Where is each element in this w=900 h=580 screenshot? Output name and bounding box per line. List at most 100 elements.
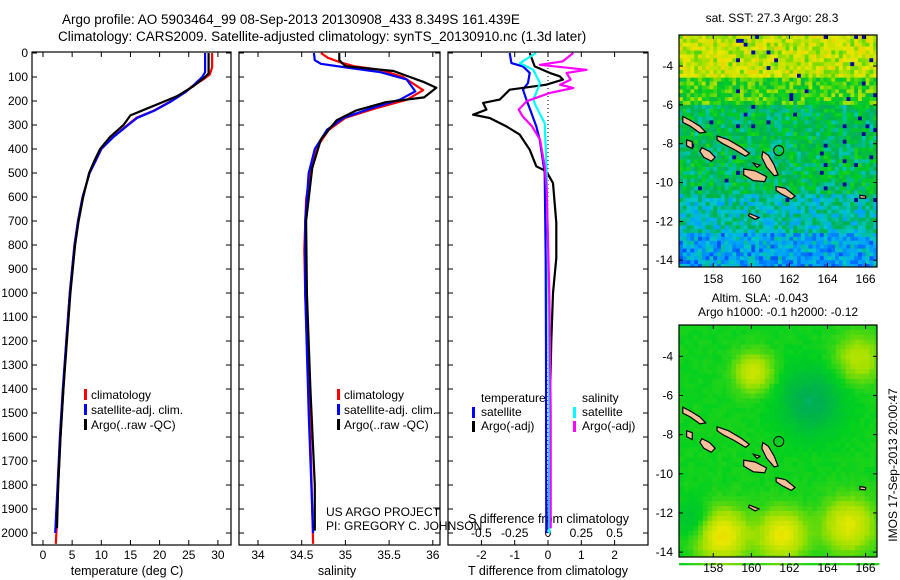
map-cell: [690, 202, 695, 207]
map-cell: [781, 256, 787, 261]
map-cell: [745, 378, 751, 385]
map-cell: [709, 190, 714, 195]
map-cell: [846, 42, 851, 48]
map-cell: [812, 190, 817, 195]
map-cell: [817, 364, 823, 370]
map-cell: [793, 229, 798, 234]
map-cell: [686, 194, 691, 199]
map-cell: [736, 62, 741, 67]
map-cell: [807, 442, 813, 448]
map-cell: [701, 248, 707, 253]
map-cell: [827, 38, 832, 44]
map-cell: [797, 112, 802, 118]
map-cell: [800, 97, 806, 102]
map-cell: [745, 466, 751, 473]
map-cell: [774, 354, 780, 360]
map-cell: [739, 252, 745, 257]
map-cell: [720, 128, 726, 133]
map-cell: [736, 190, 741, 195]
map-cell: [770, 116, 775, 121]
map-cell: [816, 128, 821, 133]
map-cell: [694, 139, 699, 145]
map-cell: [717, 225, 722, 230]
map-cell: [731, 442, 737, 448]
map-cell: [750, 369, 756, 375]
map-cell: [850, 422, 856, 429]
map-cell: [861, 93, 867, 98]
map-cell: [859, 408, 866, 414]
map-cell: [812, 155, 817, 160]
map-cell: [679, 233, 684, 238]
map-cell: [707, 427, 713, 434]
map-cell: [846, 248, 851, 253]
map-cell: [823, 46, 828, 51]
map-cell: [679, 66, 684, 71]
map-cell: [693, 408, 699, 414]
map-cell: [835, 167, 840, 172]
map-cell: [770, 147, 775, 152]
map-cell: [831, 486, 837, 492]
map-cell: [812, 252, 817, 257]
map-cell: [759, 124, 764, 129]
map-cell: [808, 85, 813, 90]
map-cell: [817, 427, 823, 434]
map-cell: [826, 418, 832, 424]
map-cell: [808, 101, 813, 106]
map-cell: [807, 408, 813, 414]
map-cell: [682, 73, 688, 79]
map-cell: [732, 101, 737, 106]
map-cell: [736, 383, 742, 390]
map-cell: [865, 217, 870, 222]
map-cell: [836, 418, 842, 424]
map-cell: [764, 437, 770, 443]
map-cell: [770, 205, 775, 211]
map-cell: [861, 73, 867, 79]
map-cell: [812, 159, 817, 164]
map-cell: [793, 476, 799, 483]
map-cell: [720, 256, 726, 261]
map-cell: [835, 132, 840, 137]
map-cell: [682, 194, 688, 199]
map-cell: [766, 221, 771, 226]
map-cell: [797, 97, 802, 102]
map-cell: [793, 491, 799, 497]
map-cell: [812, 132, 817, 137]
map-cell: [778, 101, 783, 106]
map-cell: [838, 205, 844, 211]
map-cell: [698, 136, 703, 141]
map-cell: [778, 240, 783, 246]
map-cell: [869, 194, 874, 199]
map-cell: [779, 364, 785, 370]
map-cell: [869, 139, 874, 145]
map-cell: [686, 202, 691, 207]
map-cell: [827, 221, 832, 226]
map-cell: [831, 170, 836, 176]
map-cell: [759, 437, 766, 443]
map-cell: [804, 256, 809, 261]
map-cell: [736, 69, 741, 75]
map-cell: [682, 147, 688, 152]
map-cell: [732, 93, 737, 98]
map-cell: [804, 194, 809, 199]
map-cell: [779, 462, 785, 468]
map-cell: [864, 447, 870, 453]
map-cell: [797, 159, 802, 164]
map-cell: [747, 236, 752, 242]
map-cell: [785, 221, 790, 226]
map-cell: [759, 260, 764, 265]
map-cell: [728, 81, 733, 86]
map-cell: [793, 202, 798, 207]
map-cell: [698, 244, 703, 250]
map-cell: [698, 170, 703, 176]
map-cell: [854, 170, 859, 176]
map-cell: [720, 147, 726, 152]
map-cell: [816, 139, 821, 145]
map-cell: [846, 62, 851, 67]
map-cell: [819, 35, 825, 40]
map-cell: [802, 325, 808, 331]
map-cell: [717, 354, 723, 360]
map-cell: [690, 38, 695, 44]
map-cell: [755, 139, 760, 145]
map-cell: [778, 128, 783, 133]
map-cell: [747, 143, 752, 149]
